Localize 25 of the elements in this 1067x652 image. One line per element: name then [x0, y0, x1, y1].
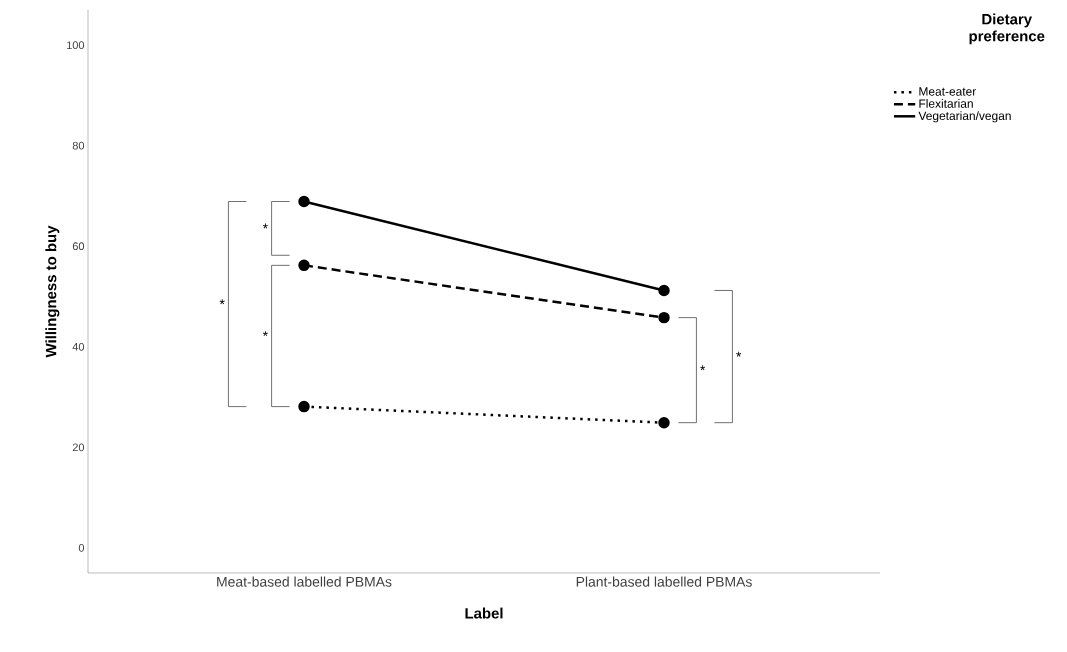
y-axis-title: Willingness to buy	[45, 225, 60, 358]
point	[658, 416, 670, 429]
point	[298, 259, 310, 272]
y-tick-label: 0	[78, 543, 85, 552]
y-tick-label: 100	[67, 41, 85, 50]
legend-label: Vegetarian/vegan	[918, 111, 1011, 123]
point	[658, 284, 670, 297]
annotation: *	[700, 365, 706, 371]
point	[658, 311, 670, 324]
annotation: *	[262, 331, 268, 337]
point	[298, 195, 310, 208]
y-tick-label: 60	[72, 242, 85, 251]
legend-title: Dietary preference	[969, 13, 1045, 45]
annotation: *	[219, 299, 225, 305]
point	[298, 400, 310, 413]
y-tick-label: 20	[72, 443, 85, 452]
annotation: *	[262, 223, 268, 229]
x-tick-label: Meat-based labelled PBMAs	[217, 576, 392, 587]
legend-label: Flexitarian	[919, 99, 973, 108]
annotation: *	[736, 351, 742, 357]
x-axis-title: Label	[465, 607, 503, 619]
y-tick-label: 40	[72, 342, 85, 351]
x-tick-label: Plant-based labelled PBMAs	[576, 576, 752, 587]
y-tick-label: 80	[72, 141, 85, 150]
legend-label: Meat-eater	[919, 87, 977, 96]
